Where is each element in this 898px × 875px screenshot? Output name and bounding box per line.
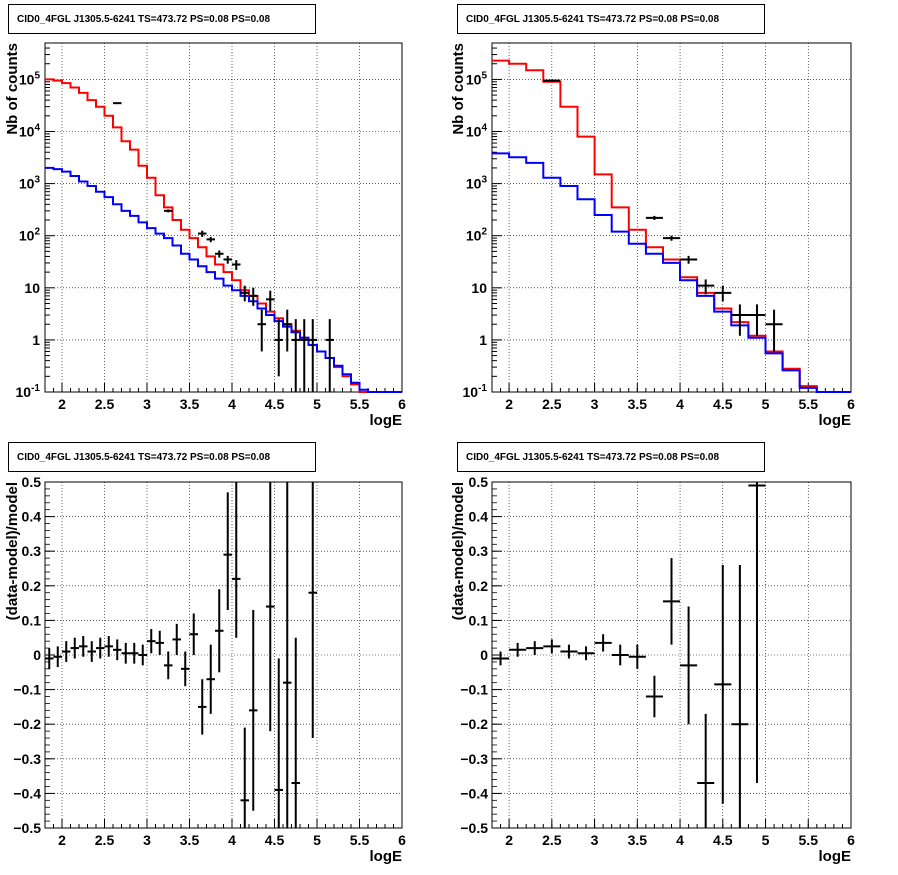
model-histogram-total — [45, 78, 402, 393]
y-tick-label: 10-1 — [463, 383, 488, 400]
x-tick-label: 6 — [847, 396, 855, 412]
y-tick-label: 0.5 — [469, 474, 489, 490]
y-tick-label: −0.2 — [460, 716, 488, 732]
y-tick-label: 104 — [466, 123, 488, 140]
y-axis-label: Nb of counts — [450, 43, 467, 135]
x-tick-label: 5 — [762, 832, 770, 848]
y-tick-label: 0.4 — [469, 509, 489, 525]
y-tick-label: 0.2 — [469, 578, 489, 594]
x-tick-label: 3.5 — [180, 832, 200, 848]
plot-area-1: 2 2.5 3 3.5 4 4.5 5 5.5 6 10-1 1 10 102 103 104 105 logE… — [450, 42, 855, 429]
x-tick-label: 3 — [143, 396, 151, 412]
x-tick-label: 2.5 — [95, 396, 115, 412]
x-tick-label: 5.5 — [350, 832, 370, 848]
x-tick-label: 4 — [228, 396, 236, 412]
y-tick-label: 0 — [480, 647, 488, 663]
x-tick-label: 4.5 — [265, 832, 285, 848]
x-tick-label: 6 — [847, 832, 855, 848]
model-histogram-total — [492, 59, 851, 393]
y-tick-label: 103 — [19, 175, 41, 192]
y-tick-label: 0.1 — [469, 612, 489, 628]
y-tick-label: 0.3 — [22, 543, 42, 559]
x-tick-label: 2.5 — [542, 832, 562, 848]
x-tick-label: 2 — [58, 832, 66, 848]
y-tick-label: 102 — [466, 227, 488, 244]
y-tick-label: 0.2 — [22, 578, 42, 594]
y-tick-label: 0.4 — [22, 509, 42, 525]
y-tick-label: 0.3 — [469, 543, 489, 559]
x-axis-label: logE — [370, 848, 403, 865]
chart-title: CID0_4FGL J1305.5-6241 TS=473.72 PS=0.08… — [8, 4, 316, 34]
y-tick-label: 1 — [32, 332, 40, 348]
x-tick-label: 5 — [313, 832, 321, 848]
x-tick-label: 3.5 — [180, 396, 200, 412]
x-tick-label: 3 — [591, 396, 599, 412]
plot-frame — [44, 42, 403, 393]
x-tick-label: 6 — [398, 396, 406, 412]
plot-area-2: 2 2.5 3 3.5 4 4.5 5 5.5 6 −0.5 −0.4 −0.3 −0.2 −0.1 0 0.… — [4, 474, 406, 865]
x-tick-label: 3 — [143, 832, 151, 848]
y-tick-label: −0.5 — [13, 820, 41, 836]
x-tick-label: 5.5 — [799, 832, 819, 848]
y-tick-label: 0 — [33, 647, 41, 663]
y-tick-label: 103 — [466, 175, 488, 192]
y-tick-label: 0.5 — [22, 474, 42, 490]
y-tick-label: −0.4 — [13, 785, 41, 801]
y-tick-label: 105 — [19, 70, 41, 87]
y-tick-label: −0.4 — [460, 785, 488, 801]
plot-area-3: 2 2.5 3 3.5 4 4.5 5 5.5 6 −0.5 −0.4 −0.3 −0.2 −0.1 0 0.… — [450, 474, 855, 865]
x-tick-label: 2.5 — [542, 396, 562, 412]
model-histogram-source — [45, 166, 402, 393]
chart-title: CID0_4FGL J1305.5-6241 TS=473.72 PS=0.08… — [457, 442, 765, 472]
y-tick-label: 10-1 — [16, 383, 41, 400]
plot-frame — [491, 42, 852, 393]
y-tick-label: 105 — [466, 70, 488, 87]
plot-frame — [491, 481, 852, 829]
y-tick-label: 102 — [19, 227, 41, 244]
x-tick-label: 2 — [505, 396, 513, 412]
y-axis-label: (data-model)/model — [4, 482, 21, 620]
plot-area-0: 2 2.5 3 3.5 4 4.5 5 5.5 6 10-1 1 10 102 103 104 105 logE… — [4, 42, 406, 429]
x-tick-label: 4.5 — [265, 396, 285, 412]
x-tick-label: 6 — [398, 832, 406, 848]
y-axis-label: Nb of counts — [4, 43, 21, 135]
y-axis-label: (data-model)/model — [450, 482, 467, 620]
x-tick-label: 4.5 — [713, 396, 733, 412]
y-tick-label: −0.2 — [13, 716, 41, 732]
y-tick-label: −0.5 — [460, 820, 488, 836]
x-tick-label: 2.5 — [95, 832, 115, 848]
y-tick-label: −0.3 — [460, 751, 488, 767]
x-axis-label: logE — [819, 412, 852, 429]
x-tick-label: 3.5 — [628, 396, 648, 412]
plot-frame — [44, 481, 403, 829]
y-tick-label: 0.1 — [22, 612, 42, 628]
x-axis-label: logE — [370, 412, 403, 429]
y-tick-label: −0.3 — [13, 751, 41, 767]
x-tick-label: 5 — [762, 396, 770, 412]
x-tick-label: 2 — [505, 832, 513, 848]
y-tick-label: 104 — [19, 123, 41, 140]
x-tick-label: 4 — [676, 396, 684, 412]
x-tick-label: 4 — [228, 832, 236, 848]
x-tick-label: 5 — [313, 396, 321, 412]
model-histogram-source — [492, 152, 851, 393]
chart-title: CID0_4FGL J1305.5-6241 TS=473.72 PS=0.08… — [8, 442, 316, 472]
chart-title: CID0_4FGL J1305.5-6241 TS=473.72 PS=0.08… — [457, 4, 765, 34]
y-tick-label: 10 — [471, 280, 487, 296]
y-tick-label: 10 — [24, 280, 40, 296]
x-tick-label: 4.5 — [713, 832, 733, 848]
x-tick-label: 2 — [58, 396, 66, 412]
y-tick-label: 1 — [479, 332, 487, 348]
x-tick-label: 3 — [591, 832, 599, 848]
y-tick-label: −0.1 — [13, 682, 41, 698]
x-tick-label: 5.5 — [350, 396, 370, 412]
x-tick-label: 4 — [676, 832, 684, 848]
y-tick-label: −0.1 — [460, 682, 488, 698]
x-axis-label: logE — [819, 848, 852, 865]
x-tick-label: 5.5 — [799, 396, 819, 412]
x-tick-label: 3.5 — [628, 832, 648, 848]
